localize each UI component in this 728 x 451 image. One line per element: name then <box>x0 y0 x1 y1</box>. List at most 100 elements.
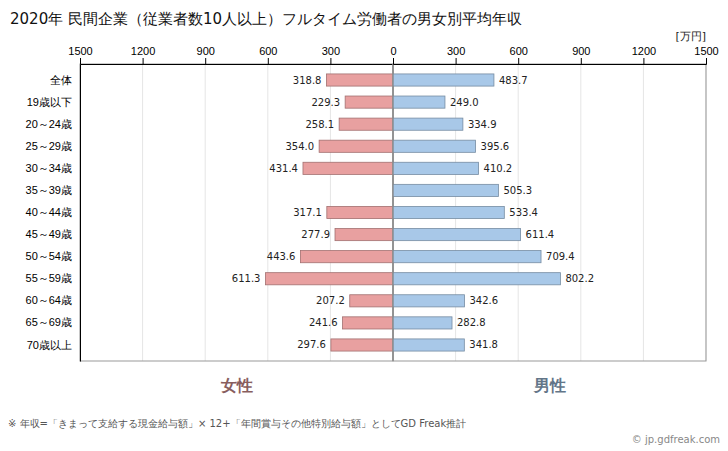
x-axis: 30060090012001500 <box>394 45 719 65</box>
bar <box>393 251 541 263</box>
y-tick: 55～59歳 <box>26 272 72 284</box>
data-label: 334.9 <box>468 119 497 130</box>
data-label: 249.0 <box>450 97 479 108</box>
data-label: 241.6 <box>309 317 338 328</box>
y-axis: 全体 19歳以下 20～24歳 25～29歳 30～34歳 35～39歳 40～44歳 45～… <box>26 65 81 362</box>
panel: 150012009006003000全体19歳以下20～24歳25～29歳30～… <box>26 45 397 362</box>
x-axis: 150012009006003000 <box>68 45 396 65</box>
y-tick-label: 45～49歳 <box>26 228 72 240</box>
y-tick-label: 40～44歳 <box>26 206 72 218</box>
data-label: 297.6 <box>297 339 326 350</box>
x-tick: 600 <box>510 45 528 64</box>
x-tick-mark <box>143 58 144 64</box>
bar <box>303 162 393 174</box>
bar <box>300 251 393 263</box>
data-labels: 483.7249.0334.9395.6410.2505.3533.4611.4… <box>450 75 594 351</box>
data-label: 410.2 <box>484 163 513 174</box>
data-label: 207.2 <box>316 295 345 306</box>
data-label: 709.4 <box>546 251 575 262</box>
y-tick-label: 30～34歳 <box>26 162 72 174</box>
x-tick-mark <box>581 58 582 64</box>
y-tick: 50～54歳 <box>26 250 72 262</box>
data-label: 533.4 <box>509 207 538 218</box>
x-tick-mark <box>643 58 644 64</box>
annotation: ※ 年収=「きまって支給する現金給与額」× 12+「年間賞与その他特別給与額」と… <box>8 418 466 429</box>
y-tick-label: 65～69歳 <box>26 316 72 328</box>
data-label: 229.3 <box>312 97 341 108</box>
grid-line <box>142 64 143 361</box>
y-tick: 19歳以下 <box>27 96 72 108</box>
y-tick-label: 60～64歳 <box>26 294 72 306</box>
bar <box>343 317 393 329</box>
x-tick: 300 <box>322 45 340 64</box>
y-tick: 20～24歳 <box>26 118 72 130</box>
x-tick-label: 600 <box>259 45 277 57</box>
bar <box>339 118 393 130</box>
x-tick-mark <box>456 58 457 64</box>
x-tick-label: 1200 <box>632 45 656 57</box>
x-tick: 1500 <box>68 45 92 64</box>
bar <box>350 295 393 307</box>
grid-line <box>205 64 206 361</box>
data-label: 483.7 <box>499 75 528 86</box>
x-tick: 900 <box>572 45 590 64</box>
grid-line <box>393 64 394 361</box>
grid-line <box>643 64 644 361</box>
y-tick: 25～29歳 <box>26 140 72 152</box>
x-tick-mark <box>706 58 707 64</box>
data-label: 258.1 <box>306 119 335 130</box>
bar <box>393 96 445 108</box>
panel: 30060090012001500483.7249.0334.9395.6410… <box>393 45 719 361</box>
legend-entry: 男性 <box>533 376 566 395</box>
y-tick: 40～44歳 <box>26 206 72 218</box>
data-label: 317.1 <box>293 207 322 218</box>
y-tick-label: 70歳以上 <box>27 339 72 351</box>
y-tick: 65～69歳 <box>26 316 72 328</box>
x-tick-mark <box>80 58 81 64</box>
plot-frame <box>393 64 706 361</box>
bar <box>345 96 393 108</box>
bar <box>326 74 393 86</box>
grid-line <box>267 64 268 361</box>
y-tick: 35～39歳 <box>26 184 72 196</box>
bar <box>393 74 494 86</box>
plot-frame <box>80 64 393 361</box>
x-axis-label: [万円] <box>675 30 706 43</box>
y-axis-line <box>80 65 81 362</box>
zero-line <box>393 64 394 361</box>
x-tick-label: 1500 <box>68 45 92 57</box>
zero-line <box>393 64 394 361</box>
bars <box>265 74 393 351</box>
data-label: 318.8 <box>293 75 322 86</box>
bar <box>393 273 560 285</box>
bar <box>393 184 498 196</box>
bar <box>393 317 452 329</box>
y-tick-label: 50～54歳 <box>26 250 72 262</box>
x-tick-label: 900 <box>197 45 215 57</box>
data-labels: 318.8229.3258.1354.0431.4317.1277.9443.6… <box>232 75 345 351</box>
x-tick-label: 300 <box>447 45 465 57</box>
bar <box>335 229 393 241</box>
data-label: 342.6 <box>469 295 498 306</box>
bars <box>393 74 560 351</box>
x-tick-mark <box>205 58 206 64</box>
data-label: 341.8 <box>469 339 498 350</box>
data-label: 282.8 <box>457 317 486 328</box>
grid <box>80 64 393 361</box>
title: 2020年 民間企業（従業者数10人以上）フルタイム労働者の男女別平均年収 <box>10 10 522 28</box>
y-tick: 全体 <box>50 74 72 86</box>
x-tick: 300 <box>447 45 465 64</box>
x-tick-label: 900 <box>572 45 590 57</box>
bar <box>393 140 476 152</box>
x-axis-line <box>394 58 707 65</box>
x-tick: 900 <box>197 45 215 64</box>
y-tick-label: 35～39歳 <box>26 184 72 196</box>
legend-entry: 女性 <box>220 376 253 395</box>
x-tick-label: 0 <box>390 45 396 57</box>
bar <box>327 206 393 218</box>
x-tick-mark <box>518 58 519 64</box>
bar <box>393 339 464 351</box>
bar <box>393 229 521 241</box>
data-label: 505.3 <box>503 185 532 196</box>
y-tick: 30～34歳 <box>26 162 72 174</box>
